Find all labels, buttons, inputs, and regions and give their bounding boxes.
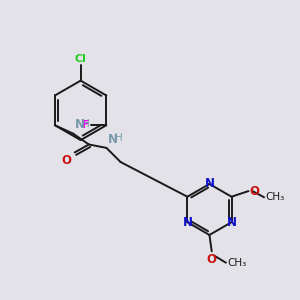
Text: H: H (82, 118, 89, 129)
Text: Cl: Cl (75, 54, 87, 64)
Text: N: N (74, 118, 84, 131)
Text: O: O (61, 154, 71, 167)
Text: H: H (115, 133, 123, 143)
Text: N: N (205, 178, 214, 190)
Text: O: O (250, 184, 260, 198)
Text: F: F (82, 120, 89, 130)
Text: O: O (207, 253, 217, 266)
Text: N: N (108, 133, 118, 146)
Text: CH₃: CH₃ (266, 192, 285, 202)
Text: N: N (182, 216, 192, 229)
Text: N: N (226, 216, 236, 229)
Text: CH₃: CH₃ (227, 258, 247, 268)
